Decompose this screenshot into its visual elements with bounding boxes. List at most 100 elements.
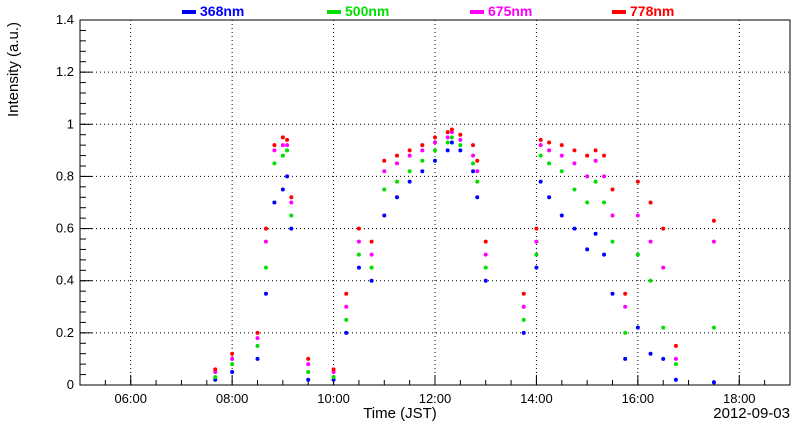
data-point — [344, 330, 349, 335]
data-point — [331, 367, 336, 372]
data-point — [534, 252, 539, 257]
data-point — [711, 325, 716, 330]
data-point — [289, 226, 294, 231]
legend-label: 675nm — [488, 3, 532, 19]
data-point — [521, 304, 526, 309]
data-point — [394, 153, 399, 158]
grid — [80, 20, 790, 385]
data-point — [382, 187, 387, 192]
data-point — [648, 200, 653, 205]
data-point — [344, 317, 349, 322]
data-point — [635, 252, 640, 257]
data-point — [213, 375, 218, 380]
data-point — [661, 356, 666, 361]
data-point — [280, 187, 285, 192]
data-point — [559, 213, 564, 218]
data-point — [602, 174, 607, 179]
data-point — [585, 153, 590, 158]
data-point — [394, 179, 399, 184]
data-point — [289, 195, 294, 200]
data-point — [382, 213, 387, 218]
data-point — [445, 140, 450, 145]
data-point — [449, 135, 454, 140]
data-point — [593, 148, 598, 153]
data-point — [433, 135, 437, 140]
data-point — [635, 213, 640, 218]
data-point — [559, 169, 564, 174]
data-point — [602, 252, 607, 257]
data-point — [610, 291, 615, 296]
x-axis-title: Time (JST) — [363, 405, 437, 422]
data-point — [285, 137, 290, 142]
data-point — [623, 356, 628, 361]
data-point — [445, 130, 450, 135]
legend-label: 500nm — [345, 3, 389, 19]
y-tick-label: 1.2 — [56, 64, 74, 79]
data-point — [433, 158, 437, 163]
data-point — [623, 291, 628, 296]
data-point — [306, 369, 311, 374]
data-point — [585, 200, 590, 205]
data-point — [230, 362, 235, 367]
y-axis-title: Intensity (a.u.) — [5, 22, 22, 117]
data-point — [471, 161, 476, 166]
data-point — [559, 143, 564, 148]
y-tick-label: 0.2 — [56, 325, 74, 340]
data-point — [285, 174, 290, 179]
legend-swatch — [470, 10, 484, 14]
data-point — [534, 226, 539, 231]
data-point — [458, 132, 463, 137]
data-point — [635, 179, 640, 184]
data-point — [547, 140, 552, 145]
data-point — [356, 252, 361, 257]
data-point — [475, 169, 480, 174]
x-tick-label: 06:00 — [114, 391, 147, 406]
data-point — [230, 369, 235, 374]
data-point — [475, 179, 480, 184]
data-point — [230, 351, 235, 356]
data-point — [407, 148, 412, 153]
data-point — [280, 143, 285, 148]
data-point — [483, 252, 488, 257]
data-point — [538, 179, 543, 184]
data-point — [280, 153, 285, 158]
data-point — [356, 226, 361, 231]
data-point — [255, 336, 260, 341]
data-point — [534, 265, 539, 270]
data-point — [458, 143, 463, 148]
legend: 368nm 500nm 675nm 778nm — [182, 3, 674, 19]
data-point — [280, 135, 285, 140]
data-point — [623, 304, 628, 309]
data-point — [661, 325, 666, 330]
data-point — [458, 137, 463, 142]
data-point — [272, 200, 277, 205]
data-point — [547, 195, 552, 200]
data-point — [356, 239, 361, 244]
data-point — [521, 317, 526, 322]
data-point — [547, 161, 552, 166]
data-point — [521, 291, 526, 296]
data-point — [593, 158, 598, 163]
data-point — [369, 278, 374, 283]
data-point — [572, 187, 577, 192]
data-point — [602, 200, 607, 205]
data-point — [331, 375, 336, 380]
data-point — [272, 161, 277, 166]
data-point — [711, 380, 716, 385]
data-point — [572, 148, 577, 153]
data-point — [471, 143, 476, 148]
legend-label: 778nm — [630, 3, 674, 19]
data-point — [483, 239, 488, 244]
y-tick-label: 0.4 — [56, 273, 74, 288]
data-point — [572, 226, 577, 231]
data-point — [648, 278, 653, 283]
data-point — [471, 169, 476, 174]
data-point — [445, 148, 450, 153]
data-point — [661, 265, 666, 270]
data-point — [213, 367, 218, 372]
data-point — [433, 148, 437, 153]
data-point — [623, 330, 628, 335]
y-tick-label: 1.4 — [56, 12, 74, 27]
data-point — [433, 140, 437, 145]
legend-swatch — [327, 10, 341, 14]
